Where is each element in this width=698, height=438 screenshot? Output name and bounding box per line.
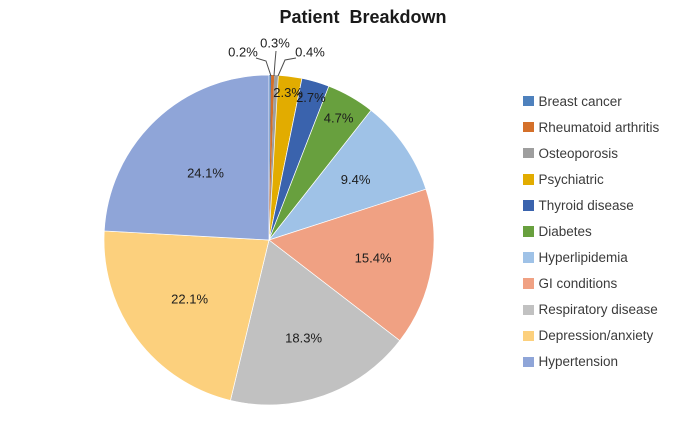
legend-label: Hyperlipidemia bbox=[538, 250, 628, 266]
chart-title: Patient Breakdown bbox=[279, 7, 447, 27]
pie-slice-hypertension bbox=[103, 74, 270, 241]
pct-label-thyroid-disease: 2.7% bbox=[296, 90, 326, 105]
pct-label-diabetes: 4.7% bbox=[324, 111, 354, 126]
legend-label: Hypertension bbox=[538, 354, 619, 370]
legend-item-depression-anxiety: Depression/anxiety bbox=[523, 323, 659, 349]
legend-swatch-icon bbox=[523, 95, 534, 107]
legend-item-respiratory-disease: Respiratory disease bbox=[523, 297, 659, 323]
legend-swatch-icon bbox=[523, 252, 534, 263]
legend-item-osteoporosis: Osteoporosis bbox=[523, 140, 659, 166]
pct-label-breast-cancer: 0.2% bbox=[228, 45, 258, 60]
pct-label-rheumatoid-arthritis: 0.3% bbox=[260, 36, 290, 51]
legend-swatch-icon bbox=[523, 174, 534, 185]
legend-label: Osteoporosis bbox=[538, 145, 619, 161]
legend-swatch-icon bbox=[523, 147, 534, 159]
legend-item-breast-cancer: Breast cancer bbox=[523, 88, 659, 114]
legend-swatch-icon bbox=[523, 356, 534, 368]
legend-label: Psychiatric bbox=[538, 171, 604, 187]
legend-swatch-icon bbox=[523, 330, 534, 342]
pct-label-psychiatric: 2.3% bbox=[273, 85, 303, 100]
legend-label: GI conditions bbox=[538, 276, 618, 292]
leader-line-breast-cancer bbox=[255, 57, 272, 77]
pct-label-hyperlipidemia: 9.4% bbox=[341, 172, 371, 187]
legend-swatch-icon bbox=[523, 278, 534, 289]
legend-label: Breast cancer bbox=[538, 93, 622, 109]
legend-item-gi-conditions: GI conditions bbox=[523, 271, 659, 297]
pie-slice-rheumatoid-arthritis bbox=[269, 75, 275, 240]
legend-swatch-icon bbox=[523, 200, 534, 211]
legend-item-hyperlipidemia: Hyperlipidemia bbox=[523, 245, 659, 271]
pie-slice-gi-conditions bbox=[268, 188, 435, 342]
legend-item-hypertension: Hypertension bbox=[523, 349, 659, 375]
pct-label-depression-anxiety: 22.1% bbox=[171, 292, 208, 307]
leader-line-rheumatoid-arthritis bbox=[273, 50, 277, 77]
pct-label-osteoporosis: 0.4% bbox=[295, 45, 325, 60]
legend-swatch-icon bbox=[523, 304, 534, 316]
pct-label-hypertension: 24.1% bbox=[187, 165, 224, 180]
legend-label: Thyroid disease bbox=[538, 197, 634, 213]
legend-label: Rheumatoid arthritis bbox=[538, 119, 660, 135]
pct-label-respiratory-disease: 18.3% bbox=[285, 331, 322, 346]
pie-slice-hyperlipidemia bbox=[268, 109, 427, 241]
legend-item-thyroid-disease: Thyroid disease bbox=[523, 192, 659, 218]
legend-item-psychiatric: Psychiatric bbox=[523, 166, 659, 192]
legend-swatch-icon bbox=[523, 226, 534, 237]
chart-legend: Breast cancer Rheumatoid arthritis Osteopo… bbox=[523, 88, 659, 375]
pie-slice-depression-anxiety bbox=[103, 230, 270, 401]
legend-label: Respiratory disease bbox=[538, 302, 658, 318]
legend-label: Depression/anxiety bbox=[538, 328, 654, 344]
pie-slice-breast-cancer bbox=[269, 74, 272, 240]
legend-item-rheumatoid-arthritis: Rheumatoid arthritis bbox=[523, 114, 659, 140]
pct-label-gi-conditions: 15.4% bbox=[355, 251, 392, 266]
legend-swatch-icon bbox=[523, 121, 534, 133]
legend-label: Diabetes bbox=[538, 224, 592, 240]
leader-line-osteoporosis bbox=[277, 57, 297, 77]
pie-slice-respiratory-disease bbox=[230, 239, 401, 406]
legend-item-diabetes: Diabetes bbox=[523, 218, 659, 244]
